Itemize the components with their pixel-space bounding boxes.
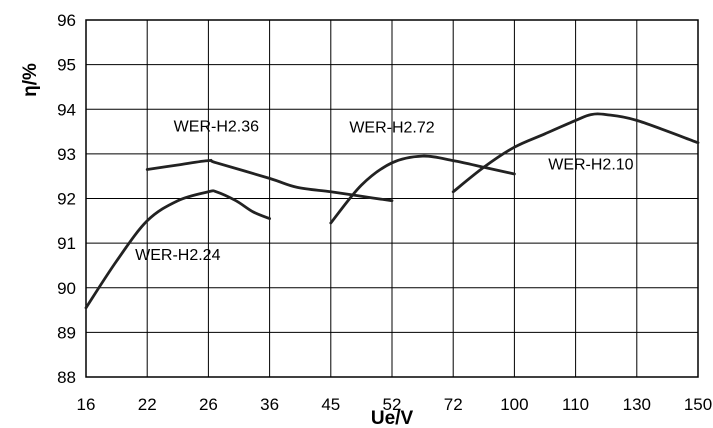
series-label-wer-h2-36: WER-H2.36: [174, 119, 259, 136]
y-tick-label: 95: [57, 56, 76, 75]
x-tick-label: 100: [500, 395, 528, 414]
x-tick-label: 110: [562, 395, 589, 414]
series-line-wer-h2-10: [451, 112, 700, 194]
series-label-wer-h2-24: WER-H2.24: [135, 247, 220, 264]
y-tick-label: 93: [57, 145, 76, 164]
x-tick-label: 26: [199, 395, 218, 414]
y-axis-title: η/%: [20, 63, 41, 97]
y-tick-label: 94: [57, 100, 76, 119]
y-tick-label: 96: [57, 11, 76, 30]
x-tick-label: 150: [684, 395, 712, 414]
series-label-wer-h2-10: WER-H2.10: [548, 156, 633, 173]
series-label-wer-h2-72: WER-H2.72: [349, 119, 434, 136]
y-tick-label: 92: [57, 190, 76, 209]
plot-frame: [85, 19, 699, 378]
x-tick-label: 72: [444, 395, 463, 414]
y-tick-label: 90: [57, 279, 76, 298]
x-tick-label: 45: [321, 395, 340, 414]
x-tick-labels: 16 22 26 36 45 52 72 100 110 130 150: [77, 395, 713, 414]
x-tick-label: 36: [260, 395, 279, 414]
y-tick-label: 91: [57, 234, 76, 253]
y-tick-label: 89: [57, 323, 76, 342]
y-tick-labels: 88 89 90 91 92 93 94 95 96: [57, 11, 76, 387]
series-labels: WER-H2.24 WER-H2.36 WER-H2.72 WER-H2.10: [135, 119, 634, 265]
x-tick-label: 16: [77, 395, 96, 414]
x-tick-label: 130: [623, 395, 651, 414]
series-line-wer-h2-24: [84, 189, 271, 310]
y-tick-label: 88: [57, 368, 76, 387]
x-tick-label: 22: [138, 395, 157, 414]
x-axis-title: Ue/V: [371, 408, 414, 428]
series-lines: [84, 112, 700, 310]
x-tick-label: 52: [383, 395, 402, 414]
grid-lines: [85, 19, 699, 378]
